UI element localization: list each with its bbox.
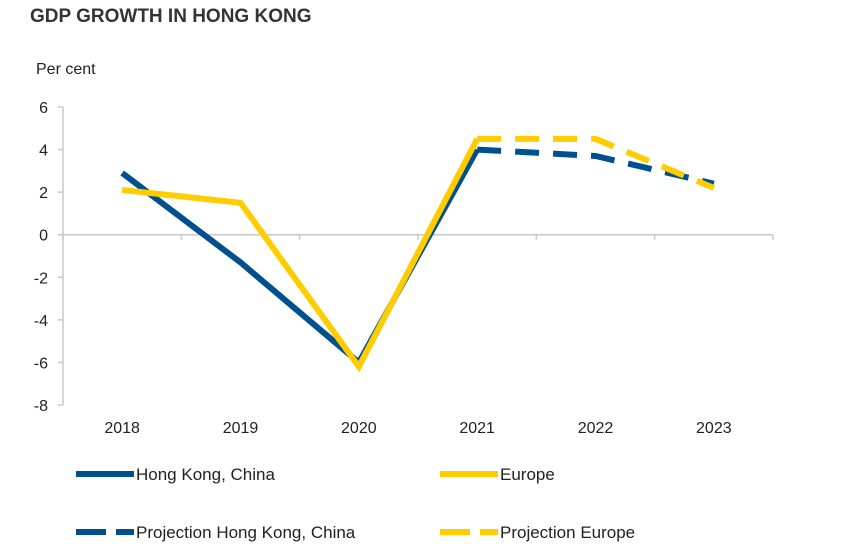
legend-label: Projection Europe: [500, 523, 635, 542]
y-tick-label: -8: [34, 398, 48, 415]
x-tick-label: 2018: [104, 420, 140, 437]
series-line-projection-hong-kong-china: [477, 146, 715, 187]
y-axis-label: Per cent: [36, 61, 96, 78]
legend-label: Europe: [500, 465, 555, 484]
y-tick-label: 4: [39, 143, 48, 160]
y-tick-label: 6: [39, 100, 48, 117]
x-tick-label: 2022: [578, 420, 614, 437]
x-tick-label: 2023: [696, 420, 732, 437]
x-tick-label: 2019: [223, 420, 259, 437]
y-tick-label: -2: [34, 270, 48, 287]
chart-title: GDP GROWTH IN HONG KONG: [30, 6, 312, 27]
y-tick-label: -6: [34, 355, 48, 372]
legend-label: Projection Hong Kong, China: [136, 523, 356, 542]
legend-label: Hong Kong, China: [136, 465, 275, 484]
series-line-europe: [121, 137, 480, 373]
series-line-projection-europe: [477, 135, 715, 191]
y-tick-label: -4: [34, 313, 48, 330]
x-tick-label: 2020: [341, 420, 377, 437]
y-tick-label: 2: [39, 185, 48, 202]
y-tick-label: 0: [39, 228, 48, 245]
series-line-hong-kong-china: [120, 148, 480, 368]
x-tick-label: 2021: [459, 420, 495, 437]
